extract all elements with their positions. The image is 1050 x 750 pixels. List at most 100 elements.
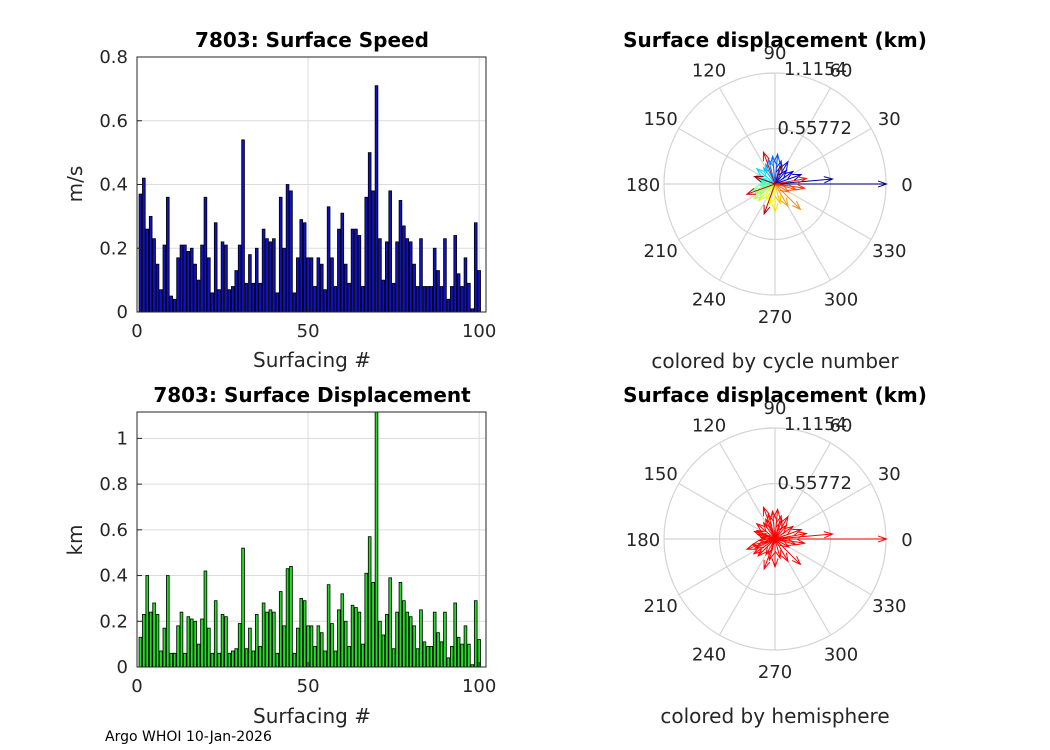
bar (203, 196, 208, 313)
bar (302, 222, 307, 313)
bar (172, 298, 177, 313)
bar (456, 636, 461, 668)
bar (183, 652, 187, 668)
bar (446, 657, 451, 668)
bar (148, 215, 153, 313)
vector-arrowhead (753, 176, 764, 183)
vector-arrowhead (823, 176, 834, 184)
bar (343, 263, 348, 313)
bar (189, 247, 194, 313)
displacement-vector (774, 538, 790, 548)
bar (186, 616, 191, 668)
bar (467, 282, 471, 313)
displacement-vector (774, 183, 789, 207)
bar (374, 85, 379, 313)
bar (316, 625, 321, 668)
angle-label: 30 (878, 109, 901, 130)
bar (166, 575, 170, 668)
bar (155, 263, 160, 313)
bar (354, 607, 358, 668)
bar (460, 286, 464, 313)
tick-label-x: 100 (462, 321, 496, 342)
bar (364, 572, 369, 668)
bar (272, 238, 276, 313)
bar (340, 593, 345, 668)
vector-arrowhead (780, 160, 789, 171)
bar (347, 646, 351, 668)
bar (357, 235, 362, 313)
speed-ylabel: m/s (63, 166, 87, 203)
bar (309, 257, 314, 313)
displacement-vector (774, 173, 802, 185)
vector-arrowhead (797, 531, 808, 539)
bar (200, 618, 204, 668)
bar (237, 244, 242, 313)
angle-label: 90 (764, 398, 787, 419)
displacement-ylabel: km (63, 524, 87, 555)
vector-arrowhead (762, 521, 772, 532)
speed-title: 7803: Surface Speed (195, 28, 429, 52)
vector-arrowhead (877, 180, 888, 188)
bar (385, 241, 389, 313)
bar (371, 190, 375, 313)
bar (361, 643, 365, 668)
bar (422, 286, 427, 313)
displacement-vector (774, 533, 833, 540)
bar (357, 611, 362, 668)
bar (340, 212, 345, 313)
bar (183, 244, 187, 313)
polar-cycle-chart: 0 30 60 90 120 150 180 210 240 270 300 330 1.1154 0.5… (623, 28, 927, 373)
vector-arrowhead (762, 166, 772, 177)
bar (213, 600, 218, 668)
bar (367, 152, 372, 313)
angle-label: 150 (644, 109, 678, 130)
vector-arrowhead (877, 535, 888, 543)
bar (350, 228, 355, 313)
displacement-vector (754, 176, 776, 185)
vector-arrowhead (780, 552, 789, 563)
bar (275, 292, 280, 313)
bar (412, 263, 416, 313)
bar (296, 627, 300, 668)
bar (436, 270, 440, 313)
bar (254, 614, 259, 668)
bar (463, 625, 468, 668)
bar (162, 244, 167, 313)
bar (244, 648, 249, 668)
bar (333, 286, 338, 313)
displacement-vector (774, 520, 783, 540)
tick-label-y: 0.2 (99, 238, 128, 259)
polar-hemisphere-title: Surface displacement (km) (623, 383, 927, 407)
angle-label: 300 (824, 289, 858, 310)
tick-label-x: 0 (131, 676, 142, 697)
tick-label-y: 0.4 (99, 175, 128, 196)
vector-arrowhead (757, 547, 767, 557)
bar (302, 600, 307, 668)
bar (196, 643, 201, 668)
speed-bars (138, 85, 481, 313)
vector-arrowhead (745, 543, 756, 550)
vector-arrowhead (768, 551, 775, 562)
tick-label-x: 100 (462, 676, 496, 697)
vector-arrowhead (780, 197, 789, 208)
bar (241, 139, 245, 313)
displacement-vector (774, 165, 783, 185)
tick-label-x: 50 (297, 321, 320, 342)
vector-arrowhead (784, 525, 795, 535)
bar (207, 627, 211, 668)
displacement-vector (774, 538, 805, 544)
displacement-axes-box (136, 411, 487, 668)
bar (391, 648, 396, 668)
bar (227, 652, 232, 668)
bar (395, 241, 399, 313)
bar (138, 193, 143, 313)
displacement-vector (774, 509, 779, 540)
bar (371, 582, 375, 668)
polar-hemisphere-vectors (745, 505, 888, 571)
bar (234, 648, 238, 668)
angle-label: 180 (626, 530, 660, 551)
angle-label: 120 (692, 61, 726, 82)
bar (152, 602, 156, 668)
bar (282, 625, 286, 668)
bar (265, 238, 269, 313)
